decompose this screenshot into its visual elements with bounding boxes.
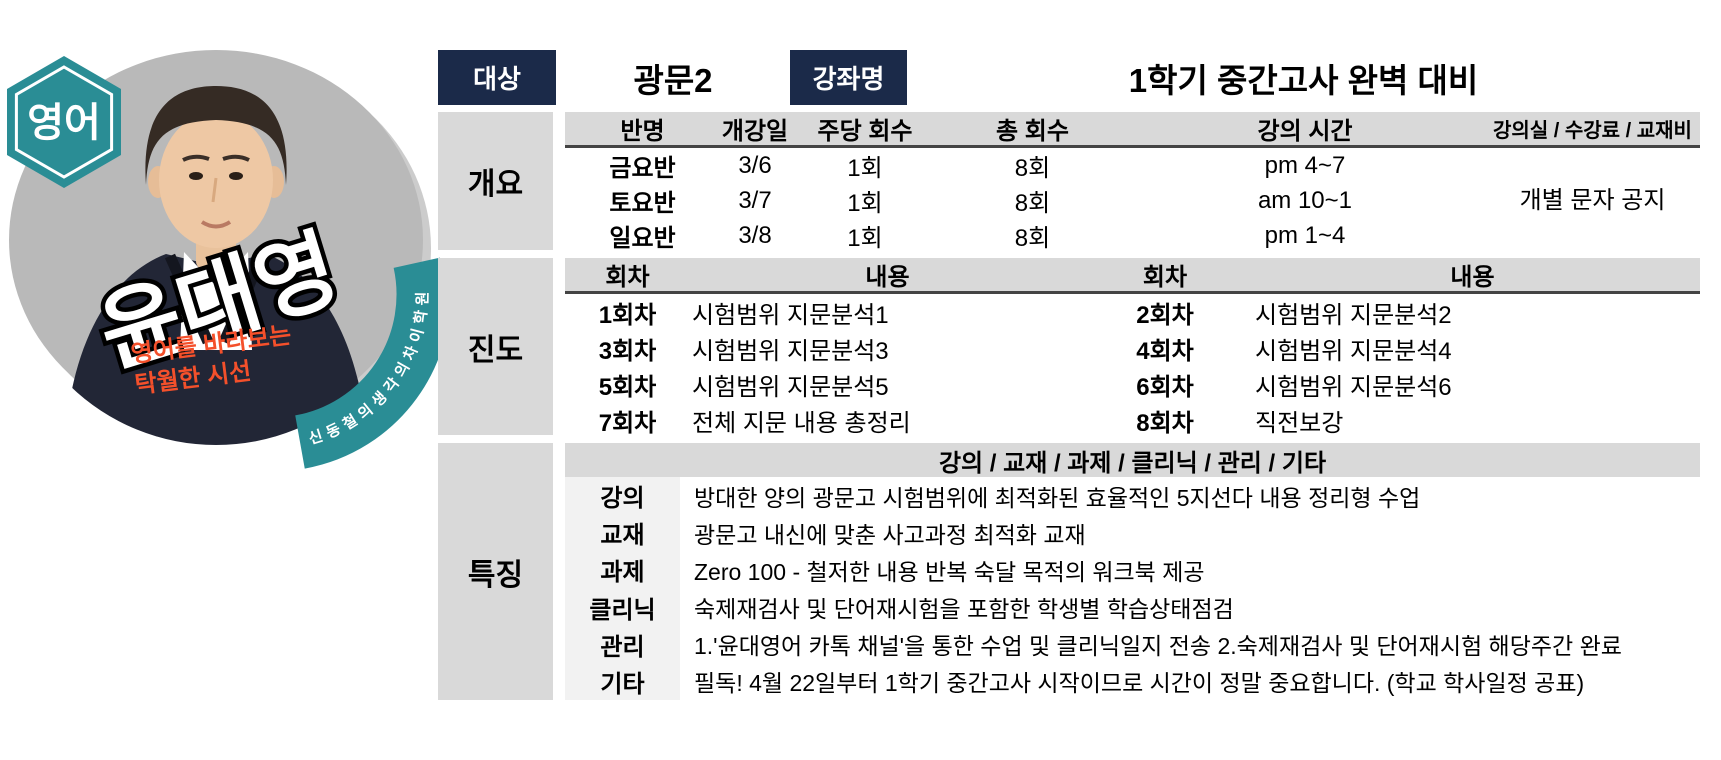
- feature-description: 광문고 내신에 맞춘 사고과정 최적화 교재: [694, 521, 1086, 548]
- per-week-cell: 1회: [847, 190, 883, 217]
- total-cell: 8회: [1014, 190, 1051, 217]
- overview-row: 금요반 3/6 1회 8회 pm 4~7: [565, 148, 1700, 183]
- features-rows: 강의 방대한 양의 광문고 시험범위에 최적화된 효율적인 5지선다 내용 정리…: [565, 477, 1700, 701]
- features-table: 강의 / 교재 / 과제 / 클리닉 / 관리 / 기타 강의 방대한 양의 광…: [565, 443, 1700, 701]
- subject-badge-border: [14, 65, 114, 179]
- feature-label: 강의: [565, 477, 680, 515]
- progress-row: 7회차 전체 지문 내용 총정리 8회차 직전보강: [565, 402, 1700, 438]
- start-date-cell: 3/7: [738, 186, 772, 214]
- col-header-total: 총 회수: [996, 118, 1069, 145]
- feature-row: 과제 Zero 100 - 철저한 내용 반복 숙달 목적의 워크북 제공: [565, 551, 1700, 589]
- class-name-cell: 일요반: [609, 225, 676, 252]
- col-header-content-1: 내용: [865, 264, 910, 291]
- total-cell: 8회: [1014, 155, 1051, 182]
- progress-section-label: 진도: [438, 258, 553, 435]
- feature-description: 1.'윤대영어 카톡 채널'을 통한 수업 및 클리닉일지 전송 2.숙제재검사…: [694, 633, 1622, 660]
- content-cell: 시험범위 지문분석1: [692, 301, 889, 329]
- overview-row: 토요반 3/7 1회 8회 am 10~1: [565, 183, 1700, 218]
- content-cell: 시험범위 지문분석3: [692, 337, 889, 365]
- progress-column-headers: 회차 내용 회차 내용: [565, 258, 1700, 294]
- col-header-content-2: 내용: [1450, 264, 1495, 291]
- session-cell: 3회차: [598, 337, 657, 365]
- feature-label: 기타: [565, 662, 680, 701]
- per-week-cell: 1회: [847, 155, 883, 182]
- progress-row: 3회차 시험범위 지문분석3 4회차 시험범위 지문분석4: [565, 330, 1700, 366]
- features-section-label: 특징: [438, 443, 553, 700]
- col-header-session-2: 회차: [1142, 264, 1188, 291]
- target-label-box: 대상: [438, 50, 556, 105]
- overview-section: 개요 반명 개강일 주당 회수 총 회수 강의 시간 강의실 / 수강료 / 교…: [438, 112, 1700, 253]
- content-cell: 시험범위 지문분석6: [1255, 373, 1452, 401]
- content-cell: 직전보강: [1255, 409, 1344, 437]
- feature-description: 방대한 양의 광문고 시험범위에 최적화된 효율적인 5지선다 내용 정리형 수…: [694, 484, 1421, 511]
- subject-badge-label: 영어: [27, 101, 101, 145]
- session-cell: 6회차: [1136, 373, 1194, 401]
- room-fee-notice: 개별 문자 공지: [1519, 187, 1666, 214]
- col-header-per-week: 주당 회수: [817, 118, 913, 145]
- feature-description: 필독! 4월 22일부터 1학기 중간고사 시작이므로 시간이 정말 중요합니다…: [694, 670, 1585, 697]
- start-date-cell: 3/6: [738, 151, 772, 179]
- total-cell: 8회: [1014, 225, 1051, 252]
- col-header-start-date: 개강일: [721, 118, 789, 145]
- subject-badge: 영어: [7, 56, 121, 188]
- features-section: 특징 강의 / 교재 / 과제 / 클리닉 / 관리 / 기타 강의 방대한 양…: [438, 443, 1700, 701]
- session-cell: 1회차: [598, 301, 657, 329]
- instructor-portrait: [64, 86, 368, 445]
- overview-column-headers: 반명 개강일 주당 회수 총 회수 강의 시간 강의실 / 수강료 / 교재비: [565, 112, 1700, 148]
- time-cell: pm 1~4: [1264, 221, 1346, 249]
- class-name-cell: 금요반: [609, 155, 676, 182]
- per-week-cell: 1회: [847, 225, 883, 252]
- start-date-cell: 3/8: [738, 221, 772, 249]
- session-cell: 7회차: [598, 409, 657, 437]
- time-cell: am 10~1: [1257, 186, 1353, 214]
- session-cell: 5회차: [598, 373, 657, 401]
- course-label-box: 강좌명: [790, 50, 907, 105]
- content-cell: 시험범위 지문분석5: [692, 373, 889, 401]
- overview-row: 일요반 3/8 1회 8회 pm 1~4: [565, 218, 1700, 253]
- content-cell: 전체 지문 내용 총정리: [692, 409, 911, 437]
- feature-row: 기타 필독! 4월 22일부터 1학기 중간고사 시작이므로 시간이 정말 중요…: [565, 662, 1700, 701]
- col-header-room: 강의실 / 수강료 / 교재비: [1493, 120, 1692, 142]
- feature-description: Zero 100 - 철저한 내용 반복 숙달 목적의 워크북 제공: [694, 558, 1205, 585]
- content-cell: 시험범위 지문분석2: [1255, 301, 1452, 329]
- col-header-class-name: 반명: [620, 118, 665, 145]
- content-cell: 시험범위 지문분석4: [1255, 337, 1452, 365]
- session-cell: 8회차: [1136, 409, 1194, 437]
- col-header-session-1: 회차: [605, 264, 650, 291]
- feature-label: 관리: [565, 625, 680, 663]
- feature-description: 숙제재검사 및 단어재시험을 포함한 학생별 학습상태점검: [694, 596, 1234, 623]
- feature-label: 교재: [565, 514, 680, 552]
- feature-row: 클리닉 숙제재검사 및 단어재시험을 포함한 학생별 학습상태점검: [565, 588, 1700, 626]
- progress-row: 1회차 시험범위 지문분석1 2회차 시험범위 지문분석2: [565, 294, 1700, 330]
- feature-row: 관리 1.'윤대영어 카톡 채널'을 통한 수업 및 클리닉일지 전송 2.숙제…: [565, 625, 1700, 663]
- target-value: 광문2: [633, 61, 713, 99]
- progress-section: 진도 회차 내용 회차 내용 1회차 시험범위 지문분석1 2회차 시험범위 지…: [438, 258, 1700, 438]
- instructor-photo: 신동철의생각의차이학원 윤대영 영어를 바라보는 탁월한 시선 영어: [7, 50, 451, 469]
- feature-label: 과제: [565, 551, 680, 589]
- class-name-cell: 토요반: [609, 190, 676, 217]
- overview-section-label: 개요: [438, 112, 553, 250]
- course-table: 대상 광문2 강좌명 1학기 중간고사 완벽 대비 개요 반명 개강일 주당 회…: [438, 50, 1700, 701]
- feature-row: 강의 방대한 양의 광문고 시험범위에 최적화된 효율적인 5지선다 내용 정리…: [565, 477, 1700, 515]
- course-title: 1학기 중간고사 완벽 대비: [1128, 61, 1479, 99]
- overview-table: 반명 개강일 주당 회수 총 회수 강의 시간 강의실 / 수강료 / 교재비 …: [565, 112, 1700, 253]
- progress-row: 5회차 시험범위 지문분석5 6회차 시험범위 지문분석6: [565, 366, 1700, 402]
- feature-row: 교재 광문고 내신에 맞춘 사고과정 최적화 교재: [565, 514, 1700, 552]
- feature-label: 클리닉: [565, 588, 680, 626]
- progress-table: 회차 내용 회차 내용 1회차 시험범위 지문분석1 2회차 시험범위 지문분석…: [565, 258, 1700, 438]
- features-header: 강의 / 교재 / 과제 / 클리닉 / 관리 / 기타: [565, 443, 1700, 477]
- session-cell: 2회차: [1136, 301, 1194, 329]
- academy-ribbon: [294, 256, 451, 469]
- time-cell: pm 4~7: [1264, 151, 1346, 179]
- col-header-time: 강의 시간: [1257, 118, 1353, 145]
- instructor-panel: 신동철의생각의차이학원 윤대영 영어를 바라보는 탁월한 시선 영어: [0, 0, 451, 480]
- session-cell: 4회차: [1136, 337, 1194, 365]
